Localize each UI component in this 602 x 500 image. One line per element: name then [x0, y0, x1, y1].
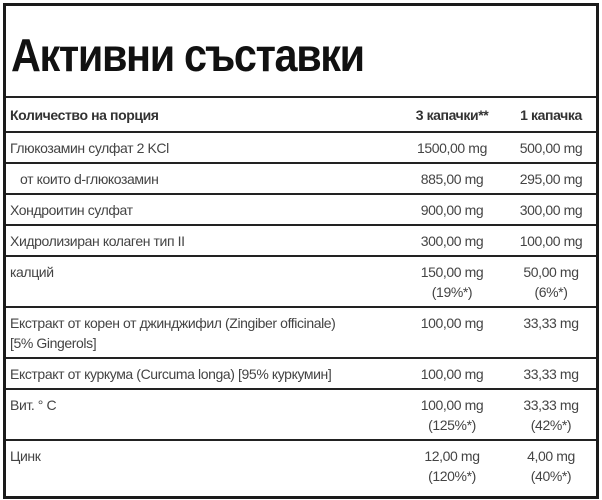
amount-1-cap: 4,00 mg (40%*) [506, 439, 596, 490]
amount-1-cap-col3-pct: (6%*) [534, 284, 568, 300]
amount-1-cap-col3: 300,00 mg [519, 202, 583, 218]
amount-1-cap-col3: 295,00 mg [519, 171, 583, 187]
ingredient-name-name: Цинк [10, 448, 41, 464]
amount-3-caps-col2: 1500,00 mg [417, 140, 487, 156]
ingredient-name-name: Хондроитин сулфат [10, 202, 133, 218]
header-serving: Количество на порция [6, 96, 398, 132]
amount-3-caps-col2: 100,00 mg [420, 397, 484, 413]
amount-1-cap: 300,00 mg [506, 193, 596, 225]
amount-3-caps: 1500,00 mg [398, 131, 506, 163]
table-row: от които d-глюкозамин 885,00 mg 295,00 mg [6, 162, 596, 194]
ingredient-name-name: Екстракт от корен от джинджифил (Zingibe… [10, 315, 336, 331]
table-row: Екстракт от куркума (Curcuma longa) [95%… [6, 357, 596, 389]
amount-1-cap: 500,00 mg [506, 131, 596, 163]
amount-3-caps-col2: 12,00 mg [424, 448, 480, 464]
ingredient-name: Глюкозамин сулфат 2 KCl [6, 131, 398, 163]
ingredient-name: калций [6, 255, 398, 307]
amount-3-caps-col2: 150,00 mg [420, 264, 484, 280]
ingredient-name-name: от които d-глюкозамин [20, 171, 159, 187]
amount-1-cap: 295,00 mg [506, 162, 596, 194]
amount-3-caps: 12,00 mg (120%*) [398, 439, 506, 490]
ingredient-name: от които d-глюкозамин [6, 162, 398, 194]
amount-1-cap: 33,33 mg [506, 306, 596, 358]
ingredients-table: Количество на порция 3 капачки** 1 капач… [6, 96, 596, 490]
ingredient-name-name: Хидролизиран колаген тип II [10, 233, 185, 249]
ingredient-name: Екстракт от куркума (Curcuma longa) [95%… [6, 357, 398, 389]
header-1-cap: 1 капачка [506, 96, 596, 132]
amount-3-caps: 885,00 mg [398, 162, 506, 194]
table-row: Екстракт от корен от джинджифил (Zingibe… [6, 306, 596, 358]
amount-3-caps: 100,00 mg (125%*) [398, 388, 506, 440]
amount-1-cap-col3-pct: (42%*) [530, 417, 572, 433]
table-header-row: Количество на порция 3 капачки** 1 капач… [6, 96, 596, 132]
page-title: Активни съставки [11, 29, 365, 81]
table-row: Вит. ° C 100,00 mg (125%*) 33,33 mg (42%*) [6, 388, 596, 440]
table-row: Глюкозамин сулфат 2 KCl 1500,00 mg 500,00 … [6, 131, 596, 163]
amount-1-cap-col3: 100,00 mg [519, 233, 583, 249]
ingredient-name: Цинк [6, 439, 398, 490]
ingredient-name-name2: [5% Gingerols] [10, 335, 97, 351]
amount-1-cap-col3: 33,33 mg [523, 397, 579, 413]
amount-1-cap-col3: 33,33 mg [523, 315, 579, 331]
amount-3-caps-col2-pct: (19%*) [431, 284, 473, 300]
ingredients-panel: Активни съставки Количество на порция 3 … [3, 3, 599, 499]
table-row: Цинк 12,00 mg (120%*) 4,00 mg (40%*) [6, 439, 596, 490]
ingredient-name: Екстракт от корен от джинджифил (Zingibe… [6, 306, 398, 358]
amount-3-caps-col2-pct: (120%*) [428, 468, 476, 484]
amount-3-caps-col2: 900,00 mg [420, 202, 484, 218]
amount-1-cap-col3-pct: (40%*) [530, 468, 572, 484]
amount-1-cap: 50,00 mg (6%*) [506, 255, 596, 307]
ingredient-name-name: калций [10, 264, 54, 280]
amount-3-caps-col2-pct: (125%*) [428, 417, 476, 433]
amount-3-caps: 100,00 mg [398, 357, 506, 389]
ingredient-name-name: Екстракт от куркума (Curcuma longa) [95%… [10, 366, 332, 382]
ingredient-name: Вит. ° C [6, 388, 398, 440]
amount-1-cap-col3: 33,33 mg [523, 366, 579, 382]
table-row: калций 150,00 mg (19%*) 50,00 mg (6%*) [6, 255, 596, 307]
amount-3-caps: 300,00 mg [398, 224, 506, 256]
amount-3-caps-col2: 100,00 mg [420, 315, 484, 331]
ingredient-name-name: Вит. ° C [10, 397, 57, 413]
table-row: Хондроитин сулфат 900,00 mg 300,00 mg [6, 193, 596, 225]
amount-1-cap: 100,00 mg [506, 224, 596, 256]
ingredient-name-name: Глюкозамин сулфат 2 KCl [10, 140, 169, 156]
table-row: Хидролизиран колаген тип II 300,00 mg 100,… [6, 224, 596, 256]
amount-3-caps-col2: 300,00 mg [420, 233, 484, 249]
amount-1-cap-col3: 500,00 mg [519, 140, 583, 156]
header-3-caps: 3 капачки** [398, 96, 506, 132]
ingredient-name: Хидролизиран колаген тип II [6, 224, 398, 256]
amount-3-caps: 100,00 mg [398, 306, 506, 358]
amount-3-caps: 900,00 mg [398, 193, 506, 225]
amount-3-caps: 150,00 mg (19%*) [398, 255, 506, 307]
amount-3-caps-col2: 885,00 mg [420, 171, 484, 187]
amount-1-cap-col3: 50,00 mg [523, 264, 579, 280]
amount-3-caps-col2: 100,00 mg [420, 366, 484, 382]
amount-1-cap-col3: 4,00 mg [527, 448, 575, 464]
amount-1-cap: 33,33 mg [506, 357, 596, 389]
ingredient-name: Хондроитин сулфат [6, 193, 398, 225]
amount-1-cap: 33,33 mg (42%*) [506, 388, 596, 440]
